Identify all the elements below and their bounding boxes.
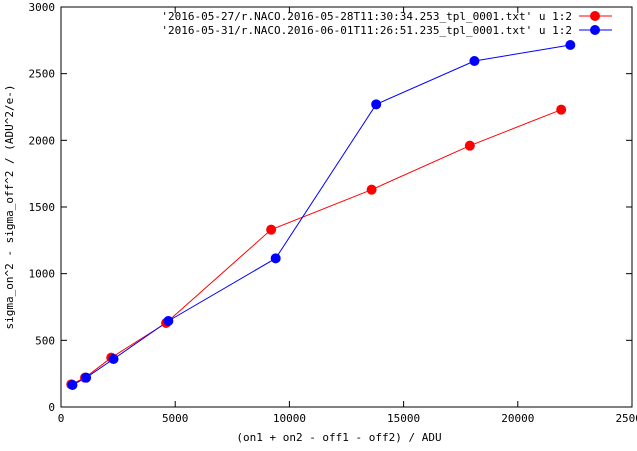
- y-tick-label: 1500: [29, 201, 56, 214]
- legend: '2016-05-27/r.NACO.2016-05-28T11:30:34.2…: [161, 10, 612, 37]
- series-2-point: [81, 372, 92, 383]
- legend-marker-series-1: [590, 11, 600, 21]
- x-tick-label: 25000: [615, 412, 637, 425]
- y-tick-label: 0: [48, 401, 55, 414]
- series-1-point: [556, 104, 567, 115]
- y-tick-label: 1000: [29, 268, 56, 281]
- x-tick-label: 20000: [501, 412, 534, 425]
- series-2-point: [163, 316, 174, 326]
- series-2-point: [565, 40, 576, 50]
- y-axis-title: sigma_on^2 - sigma_off^2 / (ADU^2/e-): [3, 84, 16, 329]
- series-2-point: [469, 56, 480, 66]
- legend-marker-series-2: [590, 25, 600, 35]
- series-1-point: [266, 224, 277, 235]
- y-tick-label: 500: [35, 334, 55, 347]
- series-2-line: [72, 44, 571, 386]
- legend-label-series-2: '2016-05-31/r.NACO.2016-06-01T11:26:51.2…: [161, 24, 572, 37]
- series-1-point: [464, 140, 475, 151]
- series-2-point: [67, 380, 78, 390]
- series-1-line: [71, 109, 562, 385]
- y-tick-label: 2000: [29, 134, 56, 147]
- x-tick-label: 10000: [273, 412, 306, 425]
- x-tick-label: 0: [58, 412, 65, 425]
- legend-label-series-1: '2016-05-27/r.NACO.2016-05-28T11:30:34.2…: [161, 10, 572, 23]
- series-2-point: [270, 253, 281, 264]
- y-tick-label: 3000: [29, 1, 56, 14]
- plot-frame: [60, 6, 633, 408]
- x-tick-label: 5000: [162, 412, 189, 425]
- axis-tick-labels: 0 5000 10000 15000 20000 25000 0 500 1000 1500 200…: [29, 1, 637, 425]
- axis-ticks: [60, 6, 633, 408]
- series-2-point: [371, 99, 382, 110]
- x-axis-title: (on1 + on2 - off1 - off2) / ADU: [236, 431, 441, 444]
- series-2-point: [108, 354, 119, 364]
- series-1-point: [366, 184, 377, 195]
- series-lines: [71, 44, 571, 386]
- x-tick-label: 15000: [387, 412, 420, 425]
- series-points: [66, 40, 576, 390]
- y-tick-label: 2500: [29, 68, 56, 81]
